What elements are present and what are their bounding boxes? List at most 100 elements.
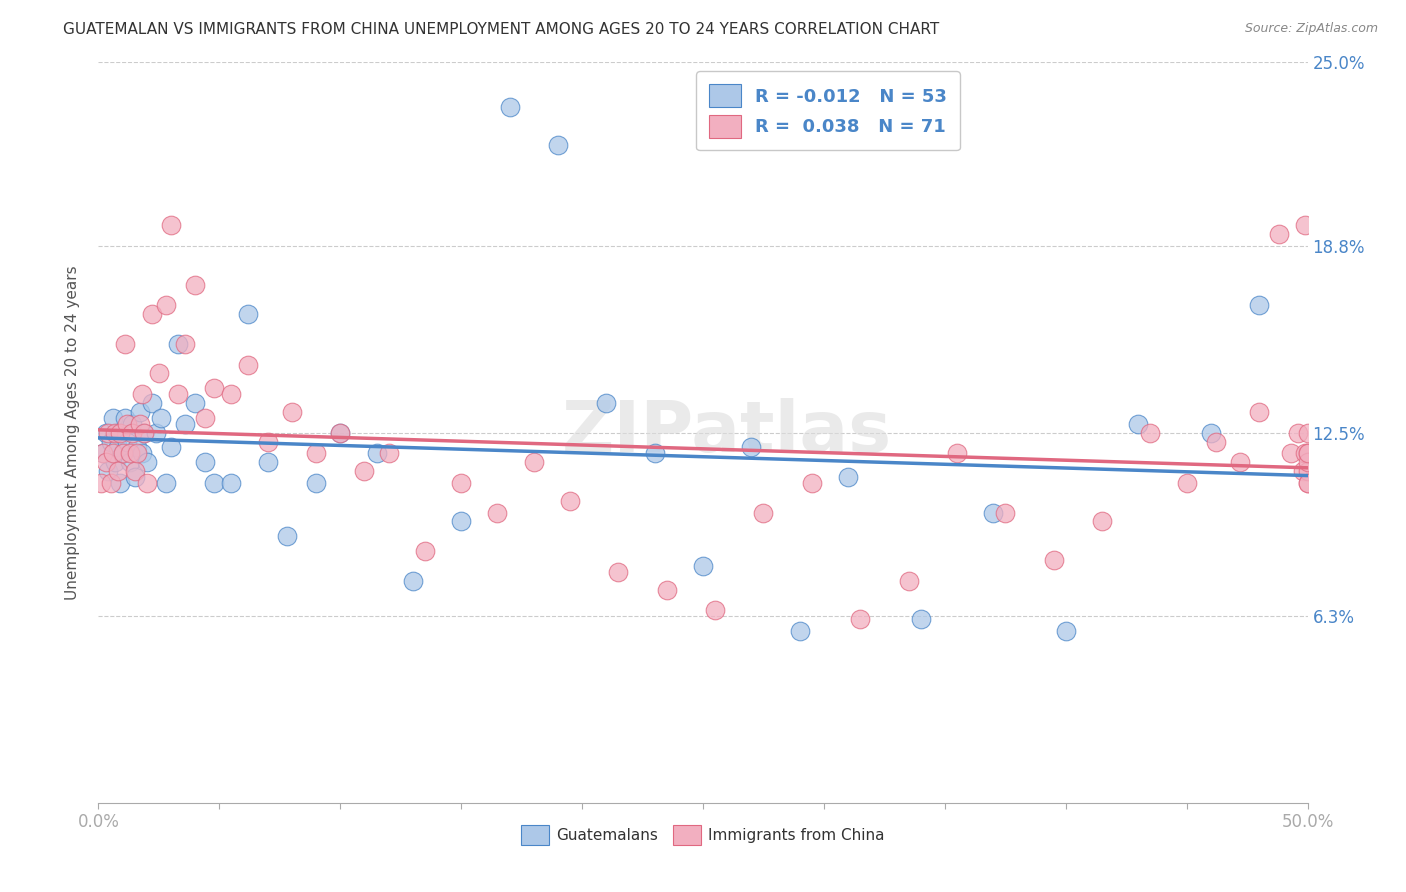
- Point: [94, 425, 117, 440]
- Point: [1249, 298, 1271, 312]
- Point: [413, 544, 436, 558]
- Point: [124, 464, 146, 478]
- Point: [329, 425, 352, 440]
- Point: [547, 138, 569, 153]
- Point: [128, 405, 150, 419]
- Point: [692, 558, 714, 573]
- Point: [353, 464, 375, 478]
- Text: ZIPatlas: ZIPatlas: [562, 398, 893, 467]
- Point: [1128, 417, 1150, 431]
- Point: [160, 441, 183, 455]
- Point: [127, 446, 149, 460]
- Point: [107, 425, 129, 440]
- Point: [104, 455, 127, 469]
- Point: [1296, 425, 1319, 440]
- Point: [131, 387, 153, 401]
- Point: [184, 277, 207, 292]
- Point: [97, 464, 120, 478]
- Point: [118, 446, 141, 460]
- Point: [111, 446, 134, 460]
- Point: [655, 582, 678, 597]
- Point: [789, 624, 811, 638]
- Point: [221, 475, 243, 490]
- Point: [101, 446, 124, 460]
- Point: [238, 307, 260, 321]
- Point: [256, 434, 278, 449]
- Point: [100, 434, 122, 449]
- Point: [498, 100, 520, 114]
- Point: [800, 475, 823, 490]
- Point: [108, 425, 131, 440]
- Point: [194, 455, 217, 469]
- Point: [124, 470, 146, 484]
- Point: [994, 506, 1017, 520]
- Point: [366, 446, 388, 460]
- Point: [107, 464, 129, 478]
- Point: [1292, 464, 1315, 478]
- Point: [150, 410, 173, 425]
- Point: [1279, 446, 1302, 460]
- Point: [204, 381, 226, 395]
- Point: [1296, 446, 1319, 460]
- Point: [104, 425, 127, 440]
- Point: [100, 475, 122, 490]
- Point: [118, 455, 141, 469]
- Point: [897, 574, 920, 588]
- Point: [1205, 434, 1227, 449]
- Point: [94, 455, 117, 469]
- Y-axis label: Unemployment Among Ages 20 to 24 years: Unemployment Among Ages 20 to 24 years: [65, 265, 80, 600]
- Point: [127, 441, 149, 455]
- Point: [450, 515, 472, 529]
- Point: [90, 475, 112, 490]
- Point: [134, 425, 156, 440]
- Point: [1139, 425, 1161, 440]
- Point: [1199, 425, 1222, 440]
- Point: [111, 446, 134, 460]
- Point: [148, 367, 170, 381]
- Point: [523, 455, 546, 469]
- Point: [276, 529, 298, 543]
- Point: [155, 475, 177, 490]
- Point: [101, 410, 124, 425]
- Point: [849, 612, 872, 626]
- Point: [134, 425, 156, 440]
- Point: [1054, 624, 1077, 638]
- Point: [135, 475, 157, 490]
- Point: [1294, 219, 1316, 233]
- Point: [486, 506, 509, 520]
- Point: [644, 446, 666, 460]
- Point: [204, 475, 226, 490]
- Point: [1175, 475, 1198, 490]
- Point: [704, 603, 727, 617]
- Point: [97, 425, 120, 440]
- Legend: Guatemalans, Immigrants from China: Guatemalans, Immigrants from China: [515, 819, 891, 851]
- Point: [1091, 515, 1114, 529]
- Point: [752, 506, 775, 520]
- Point: [256, 455, 278, 469]
- Point: [402, 574, 425, 588]
- Point: [174, 336, 197, 351]
- Point: [160, 219, 183, 233]
- Point: [595, 396, 617, 410]
- Point: [305, 475, 328, 490]
- Point: [1296, 446, 1319, 460]
- Point: [141, 396, 163, 410]
- Point: [1286, 425, 1309, 440]
- Point: [1229, 455, 1251, 469]
- Text: Source: ZipAtlas.com: Source: ZipAtlas.com: [1244, 22, 1378, 36]
- Point: [155, 298, 177, 312]
- Point: [114, 410, 136, 425]
- Point: [1042, 553, 1064, 567]
- Point: [981, 506, 1004, 520]
- Point: [221, 387, 243, 401]
- Point: [91, 446, 114, 460]
- Point: [194, 410, 217, 425]
- Point: [91, 446, 114, 460]
- Point: [167, 336, 190, 351]
- Point: [1294, 446, 1316, 460]
- Point: [1296, 455, 1319, 469]
- Point: [145, 425, 167, 440]
- Point: [128, 417, 150, 431]
- Point: [377, 446, 399, 460]
- Point: [740, 441, 762, 455]
